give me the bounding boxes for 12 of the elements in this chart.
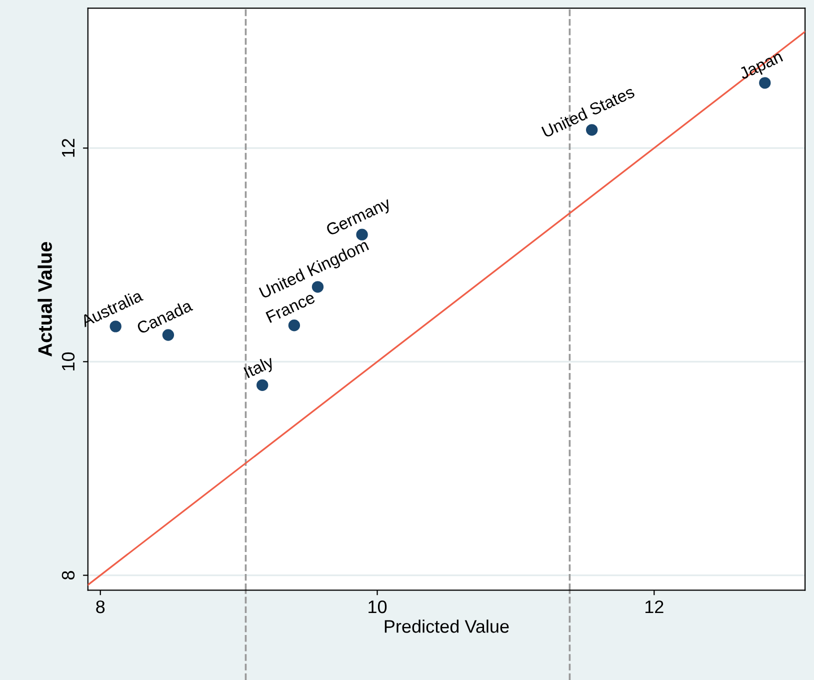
y-axis-title: Actual Value [38,242,52,357]
annotation: Italy [243,354,276,382]
x-tick-label: 12 [645,600,664,614]
x-axis-title: Predicted Value [384,620,509,633]
x-tick-label: 8 [96,600,105,614]
annotation: Japan [738,50,784,83]
x-tick-label: 10 [368,600,387,614]
point [312,281,324,293]
point [256,379,268,392]
y-tick-label: 8 [62,571,75,580]
y-tick-label: 10 [62,352,75,370]
y-tick-label: 12 [62,138,74,157]
